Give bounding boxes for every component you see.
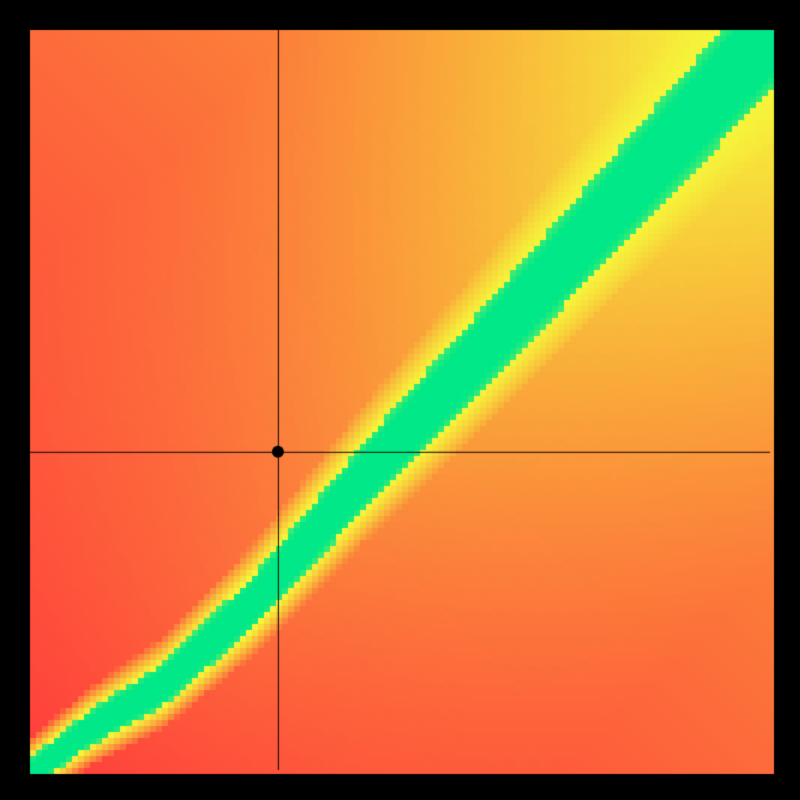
watermark-text: TheBottleneck.com: [563, 2, 768, 30]
chart-container: { "heatmap": { "type": "heatmap", "canva…: [0, 0, 800, 800]
bottleneck-heatmap: [0, 0, 800, 800]
